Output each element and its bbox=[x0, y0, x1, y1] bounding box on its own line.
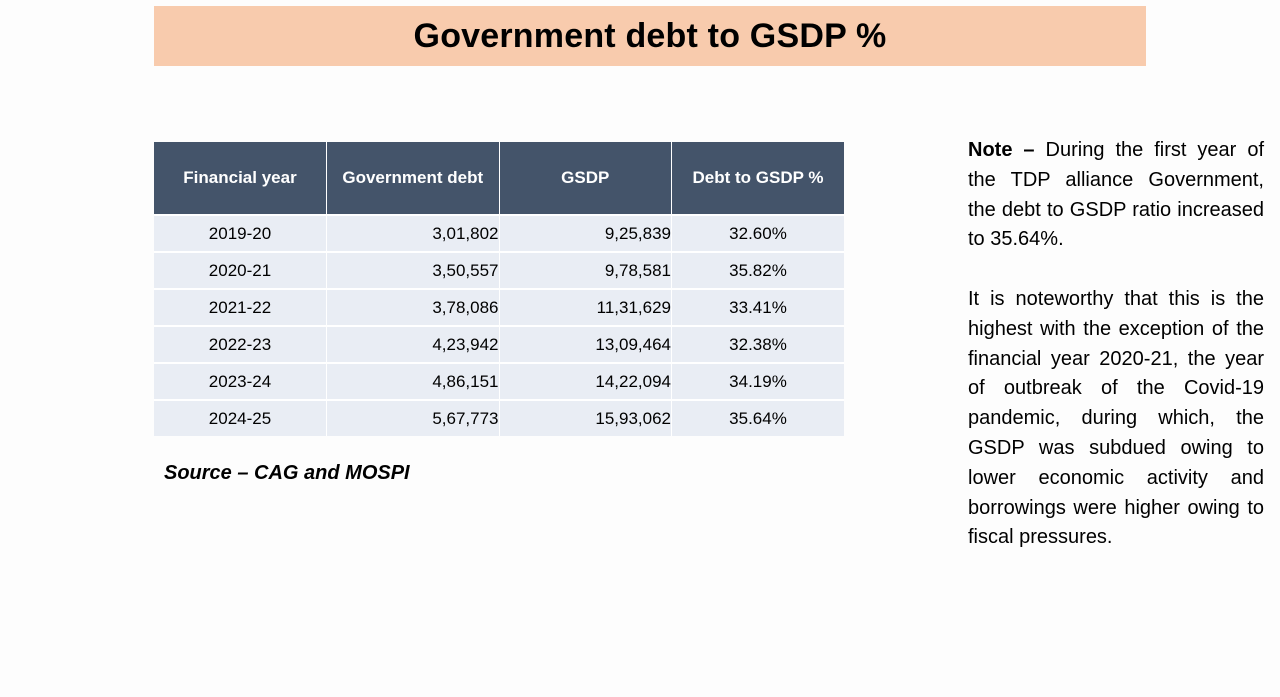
cell-pct: 33.41% bbox=[671, 288, 844, 326]
note-text-1: During the first year of the TDP allianc… bbox=[968, 139, 1265, 251]
cell-gsdp: 13,09,464 bbox=[498, 325, 672, 363]
cell-year: 2022-23 bbox=[154, 325, 327, 363]
page-title: Government debt to GSDP % bbox=[413, 16, 887, 55]
cell-year: 2020-21 bbox=[154, 251, 327, 289]
table-header-row: Financial year Government debt GSDP Debt… bbox=[154, 142, 844, 215]
note-paragraph-1: Note – During the first year of the TDP … bbox=[968, 136, 1264, 255]
cell-debt: 3,50,557 bbox=[326, 251, 499, 289]
cell-gsdp: 15,93,062 bbox=[498, 399, 672, 436]
table-row: 2022-23 4,23,942 13,09,464 32.38% bbox=[154, 325, 844, 363]
cell-debt: 3,01,802 bbox=[326, 214, 499, 252]
table-row: 2024-25 5,67,773 15,93,062 35.64% bbox=[154, 399, 844, 436]
header-debt-to-gsdp: Debt to GSDP % bbox=[671, 142, 844, 215]
cell-year: 2021-22 bbox=[154, 288, 327, 326]
note-paragraph-2: It is noteworthy that this is the highes… bbox=[968, 287, 1264, 549]
cell-pct: 35.64% bbox=[671, 399, 844, 436]
header-financial-year: Financial year bbox=[154, 142, 327, 215]
cell-gsdp: 9,25,839 bbox=[498, 214, 672, 252]
table-row: 2019-20 3,01,802 9,25,839 32.60% bbox=[154, 214, 844, 252]
note-label: Note – bbox=[968, 139, 1035, 161]
cell-pct: 32.38% bbox=[671, 325, 844, 363]
cell-gsdp: 9,78,581 bbox=[498, 251, 672, 289]
cell-year: 2019-20 bbox=[154, 214, 327, 252]
source-note: Source – CAG and MOSPI bbox=[164, 462, 410, 484]
table-row: 2021-22 3,78,086 11,31,629 33.41% bbox=[154, 288, 844, 326]
header-government-debt: Government debt bbox=[326, 142, 499, 215]
debt-table: Financial year Government debt GSDP Debt… bbox=[154, 142, 844, 436]
cell-pct: 32.60% bbox=[671, 214, 844, 252]
cell-pct: 35.82% bbox=[671, 251, 844, 289]
cell-gsdp: 11,31,629 bbox=[498, 288, 672, 326]
cell-pct: 34.19% bbox=[671, 362, 844, 400]
cell-year: 2023-24 bbox=[154, 362, 327, 400]
header-gsdp: GSDP bbox=[498, 142, 672, 215]
table-row: 2023-24 4,86,151 14,22,094 34.19% bbox=[154, 362, 844, 400]
table-row: 2020-21 3,50,557 9,78,581 35.82% bbox=[154, 251, 844, 289]
cell-year: 2024-25 bbox=[154, 399, 327, 436]
cell-gsdp: 14,22,094 bbox=[498, 362, 672, 400]
cell-debt: 5,67,773 bbox=[326, 399, 499, 436]
note-panel: Note – During the first year of the TDP … bbox=[968, 136, 1264, 553]
cell-debt: 3,78,086 bbox=[326, 288, 499, 326]
cell-debt: 4,23,942 bbox=[326, 325, 499, 363]
cell-debt: 4,86,151 bbox=[326, 362, 499, 400]
title-banner: Government debt to GSDP % bbox=[154, 6, 1146, 66]
